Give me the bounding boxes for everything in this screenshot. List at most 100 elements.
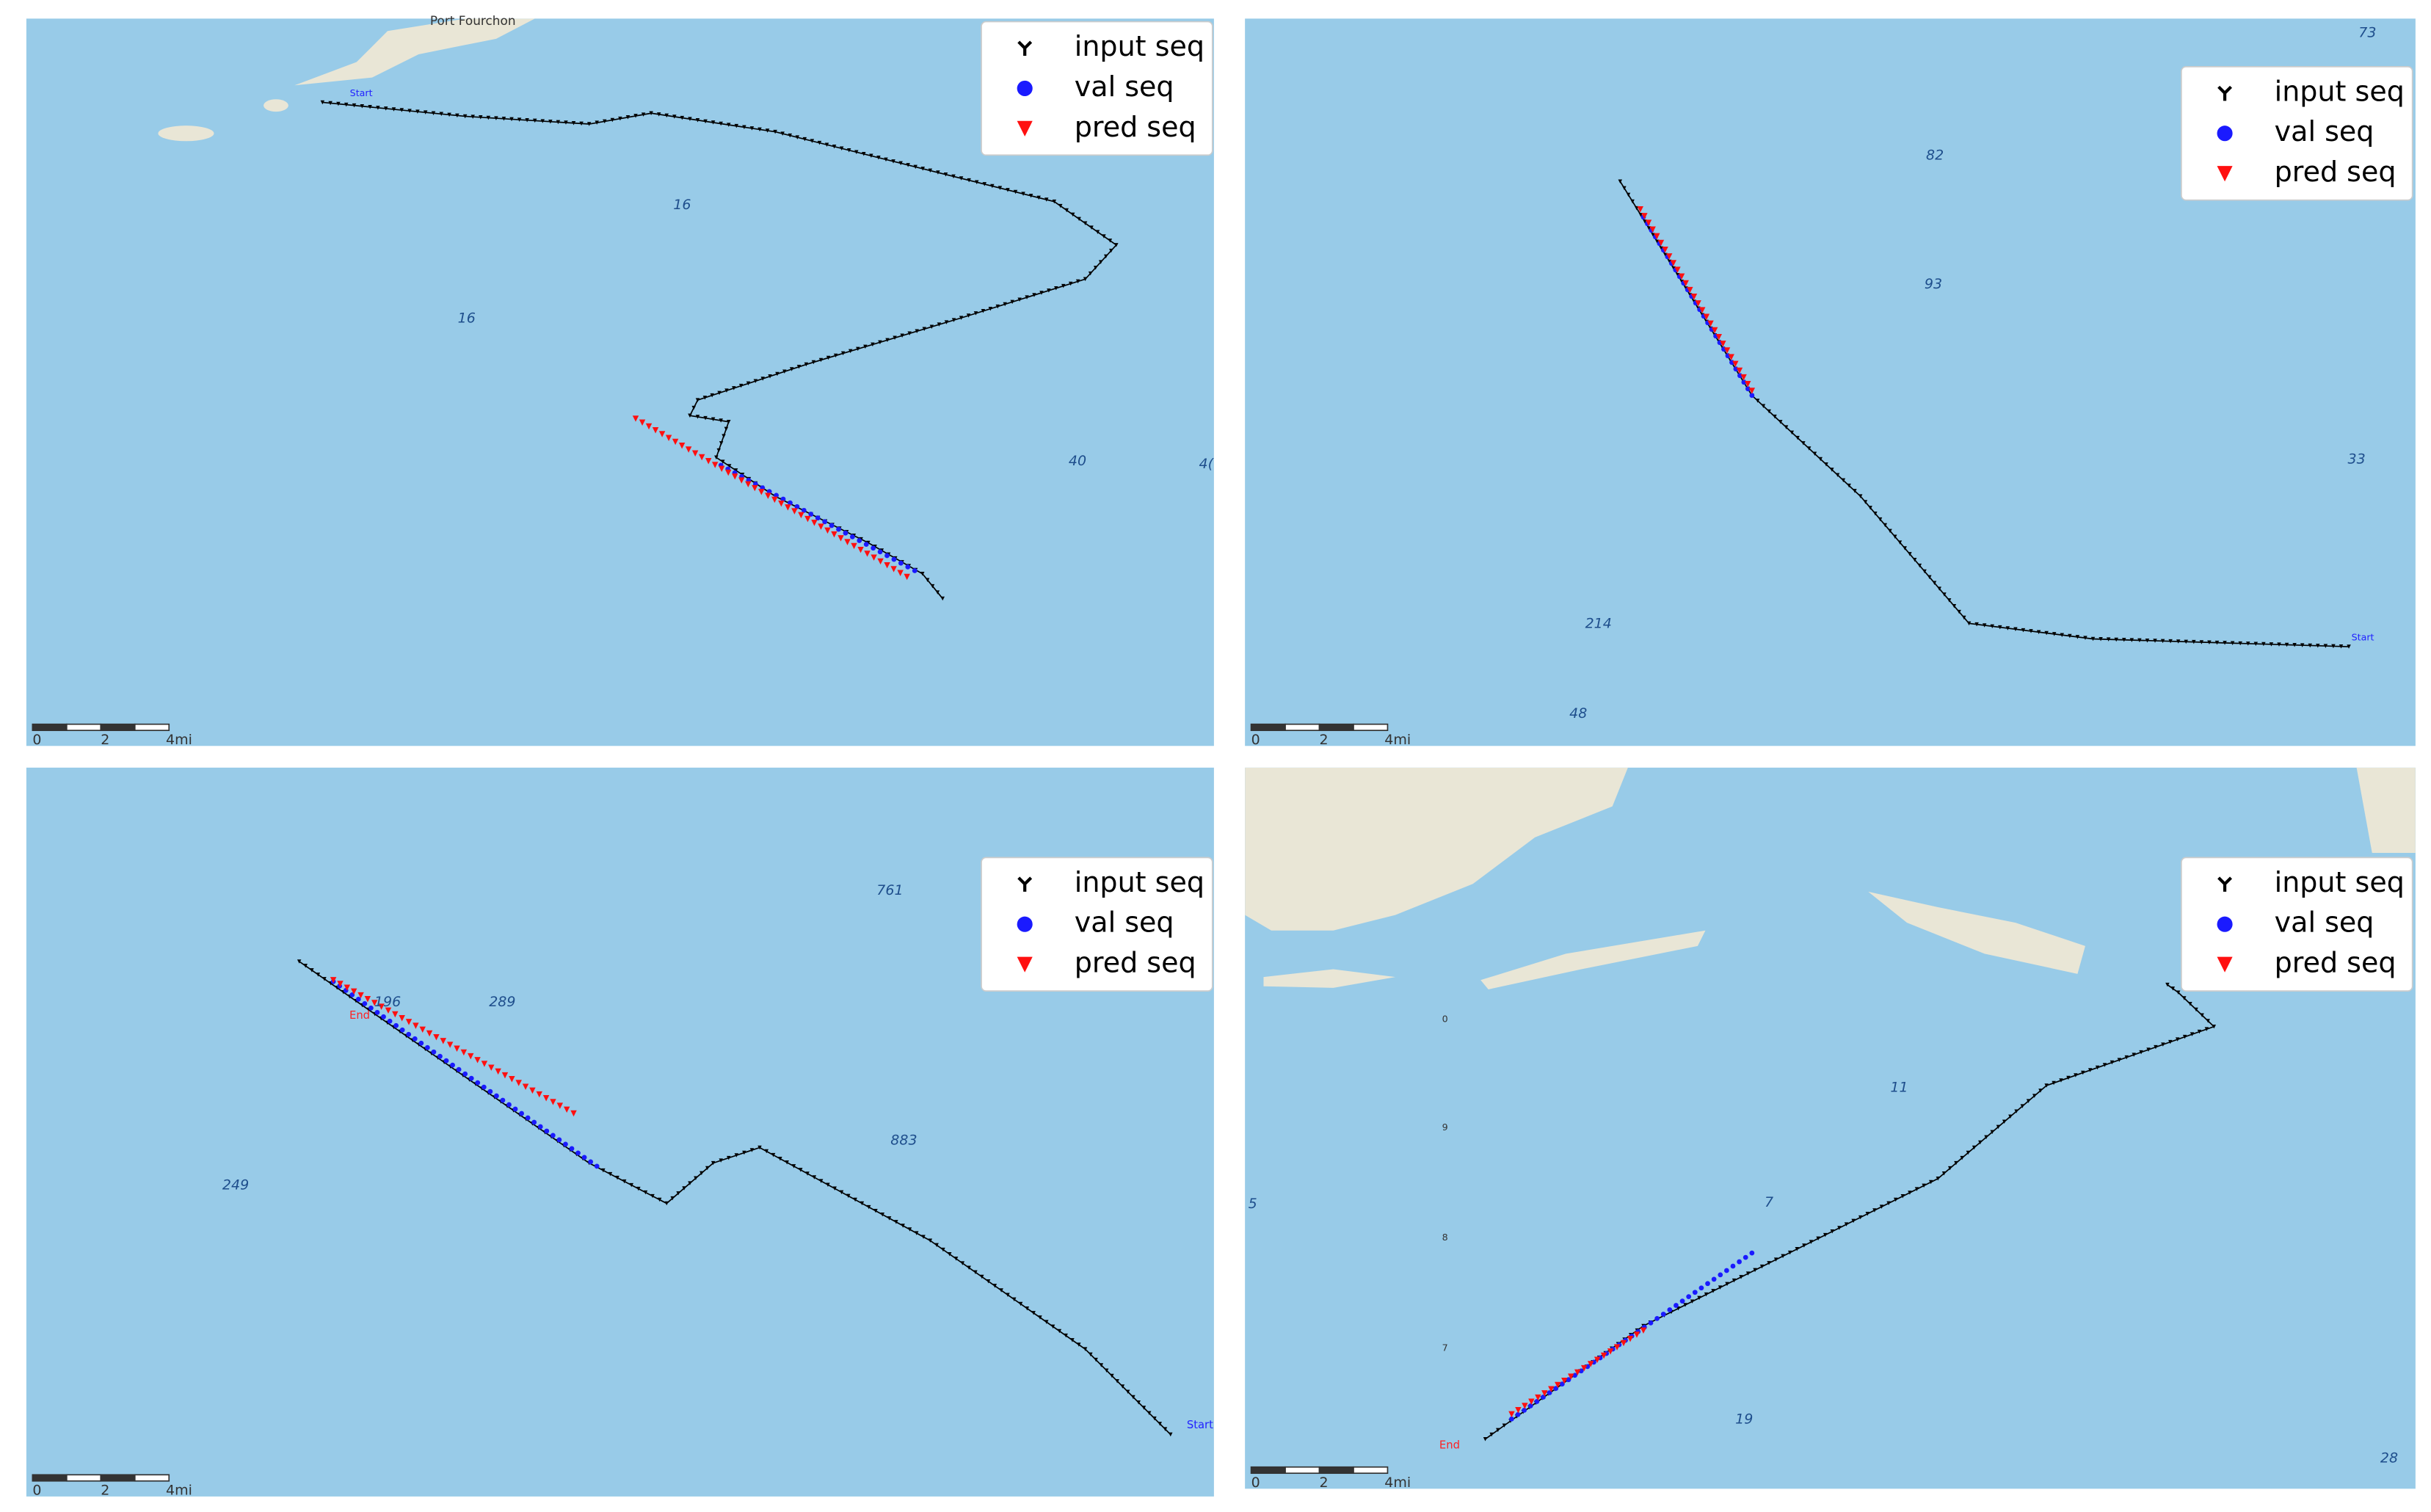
input-marker	[1099, 1363, 1104, 1367]
input-marker	[423, 110, 428, 115]
input-marker	[680, 115, 685, 120]
input-marker	[1947, 598, 1952, 603]
input-marker	[1036, 195, 1041, 200]
input-marker	[1077, 217, 1081, 222]
input-marker	[1630, 199, 1635, 204]
input-marker	[853, 1197, 857, 1202]
pred-marker	[804, 515, 811, 523]
input-marker	[2292, 643, 2297, 647]
input-marker	[724, 426, 729, 432]
val-marker	[544, 1128, 550, 1134]
val-marker	[537, 1124, 543, 1130]
input-marker	[764, 1149, 769, 1154]
input-marker	[664, 113, 669, 118]
input-marker	[2154, 1044, 2158, 1050]
scale-label: 2	[1320, 732, 1329, 748]
input-marker	[981, 309, 986, 313]
pred-marker	[897, 570, 904, 576]
input-marker	[615, 1175, 619, 1180]
input-marker	[1502, 1423, 1507, 1428]
input-marker	[833, 353, 838, 358]
scale-bar	[1318, 1466, 1354, 1475]
input-marker	[757, 1145, 762, 1150]
pred-marker	[1645, 219, 1652, 226]
input-marker	[943, 172, 948, 177]
pred-marker	[1657, 239, 1665, 247]
input-marker	[765, 128, 770, 133]
scale-bar	[134, 1474, 170, 1482]
input-marker	[1795, 1247, 1800, 1251]
input-marker	[1873, 511, 1878, 516]
input-marker	[2184, 639, 2189, 644]
input-marker	[1667, 259, 1672, 264]
val-marker	[808, 512, 814, 517]
input-marker	[470, 115, 475, 119]
input-marker	[1912, 557, 1917, 562]
legend-label: val seq	[2275, 115, 2374, 148]
input-marker	[1131, 1395, 1135, 1400]
input-marker	[2176, 990, 2181, 995]
input-marker	[336, 101, 341, 106]
pred-marker	[440, 1038, 447, 1044]
map-label: 40	[1069, 453, 1086, 469]
input-marker	[925, 578, 930, 582]
input-marker	[2206, 1019, 2210, 1023]
input-marker	[360, 103, 365, 109]
input-marker	[1802, 1243, 1806, 1248]
val-marker	[801, 508, 807, 513]
input-marker	[1626, 192, 1631, 197]
input-marker	[986, 1279, 991, 1284]
scale-bar	[1250, 723, 1286, 731]
input-marker	[999, 1288, 1003, 1293]
input-marker	[1093, 266, 1098, 270]
input-marker	[1663, 252, 1668, 258]
land	[158, 18, 535, 142]
val-marker	[506, 1102, 512, 1108]
input-marker	[316, 973, 321, 977]
input-marker	[1841, 478, 1846, 483]
input-marker	[848, 349, 853, 354]
input-marker	[1789, 430, 1795, 435]
val-marker	[1527, 1403, 1533, 1409]
val-marker	[1559, 1381, 1565, 1387]
input-marker	[2176, 639, 2181, 644]
input-marker	[2168, 1039, 2173, 1044]
input-marker	[1496, 1428, 1500, 1433]
input-marker	[749, 1148, 755, 1152]
input-marker	[1683, 1303, 1687, 1307]
val-marker	[898, 560, 904, 566]
input-marker	[959, 316, 964, 320]
input-marker	[1767, 409, 1771, 414]
input-marker	[2044, 1083, 2049, 1088]
input-marker	[2026, 1099, 2031, 1103]
input-marker	[880, 1213, 885, 1217]
legend: input seq val seq pred seq	[2181, 857, 2413, 992]
val-marker	[556, 1137, 562, 1143]
input-marker	[2036, 630, 2041, 634]
input-marker	[907, 1227, 912, 1232]
pred-marker	[1670, 260, 1677, 266]
val-marker	[550, 1133, 556, 1138]
input-marker	[494, 116, 498, 120]
input-marker	[885, 338, 890, 343]
pred-marker	[1587, 1361, 1594, 1367]
scale-label: 2	[1320, 1475, 1329, 1491]
input-marker	[641, 112, 646, 117]
input-marker	[1835, 473, 1840, 477]
input-marker	[636, 1186, 641, 1191]
legend-label: input seq	[2275, 866, 2405, 898]
input-marker	[2192, 639, 2196, 644]
input-marker	[2095, 1065, 2100, 1070]
pred-marker	[1662, 246, 1668, 253]
input-marker	[1767, 1261, 1771, 1265]
input-marker	[1830, 1229, 1835, 1234]
val-marker	[581, 1155, 587, 1160]
map-label: Start	[350, 87, 373, 98]
input-marker	[727, 419, 731, 424]
pred-marker	[570, 1110, 577, 1117]
input-marker	[967, 1265, 971, 1270]
pred-marker	[778, 500, 785, 507]
legend-marker	[2217, 876, 2233, 892]
input-marker	[1028, 193, 1033, 198]
val-marker	[431, 1049, 437, 1055]
